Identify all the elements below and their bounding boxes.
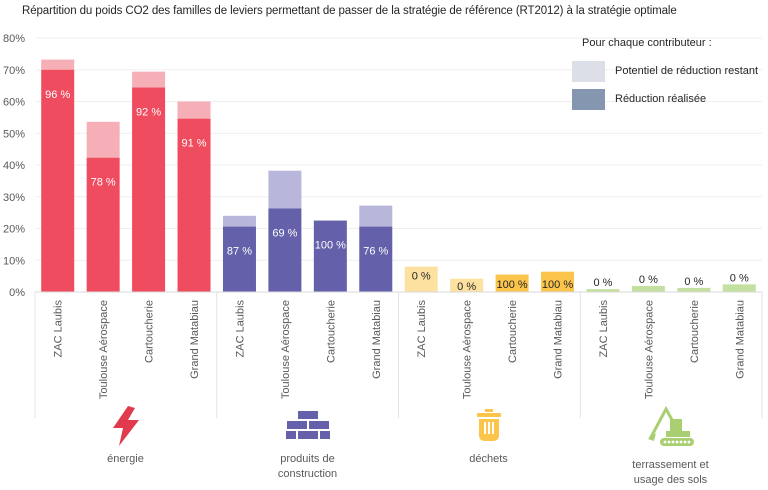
category-label: Toulouse Aérospace bbox=[98, 300, 110, 399]
x-axis: ZAC Laubis Toulouse Aérospace Cartoucherie… bbox=[34, 291, 763, 418]
data-label: 0 % bbox=[457, 281, 476, 293]
bar-realised bbox=[268, 208, 302, 292]
gridlines bbox=[35, 37, 762, 261]
bar-realised bbox=[177, 118, 211, 293]
group-footer-energie: énergie bbox=[35, 404, 216, 467]
y-tick-label: 50% bbox=[3, 128, 25, 140]
legend-item-realised: Réduction réalisée bbox=[572, 87, 758, 111]
legend-swatch-realised bbox=[572, 88, 605, 110]
category-label: Toulouse Aérospace bbox=[643, 300, 655, 399]
category-label: Toulouse Aérospace bbox=[462, 300, 474, 399]
data-label: 0 % bbox=[639, 274, 658, 286]
data-label: 78 % bbox=[91, 177, 116, 189]
category-label: Grand Matabiau bbox=[371, 300, 383, 379]
bar-realised bbox=[132, 87, 166, 292]
y-tick-label: 10% bbox=[3, 255, 25, 267]
y-axis-ticks: 0% 10% 20% 30% 40% 50% 60% 70% 80% bbox=[3, 33, 25, 299]
bar-remaining bbox=[450, 278, 484, 292]
data-label: 100 % bbox=[542, 279, 573, 291]
data-labels: 96 % 78 % 92 % 91 % 87 % 69 % 100 % 76 % 0 % 0 % 1… bbox=[45, 89, 749, 293]
category-label: ZAC Laubis bbox=[234, 300, 246, 358]
bars bbox=[41, 59, 756, 293]
category-label: Toulouse Aérospace bbox=[280, 300, 292, 399]
category-label: Grand Matabiau bbox=[734, 300, 746, 379]
group-footer-produits: produits de construction bbox=[217, 404, 398, 482]
category-label: Cartoucherie bbox=[325, 300, 337, 363]
bar-remaining bbox=[722, 284, 756, 292]
category-label: Cartoucherie bbox=[689, 300, 701, 363]
bar-remaining bbox=[41, 59, 75, 70]
group-label-dechets: déchets bbox=[469, 453, 508, 465]
bar-realised bbox=[359, 226, 393, 292]
trash-bin-icon bbox=[398, 404, 579, 448]
bar-remaining bbox=[222, 215, 256, 227]
y-tick-label: 20% bbox=[3, 224, 25, 236]
bar-remaining bbox=[631, 285, 665, 292]
group-footer-terrassement: terrassement et usage des sols bbox=[580, 404, 761, 488]
group-label-terrassement: terrassement et usage des sols bbox=[632, 459, 709, 486]
bar-remaining bbox=[359, 205, 393, 227]
data-label: 76 % bbox=[363, 246, 388, 258]
y-tick-label: 80% bbox=[3, 33, 25, 45]
data-label: 91 % bbox=[181, 138, 206, 150]
category-label: ZAC Laubis bbox=[416, 300, 428, 358]
data-label: 92 % bbox=[136, 107, 161, 119]
category-label: Grand Matabiau bbox=[189, 300, 201, 379]
bar-remaining bbox=[86, 121, 120, 158]
bar-realised bbox=[495, 274, 529, 292]
legend-item-remaining: Potentiel de réduction restant bbox=[572, 59, 758, 83]
bar-remaining bbox=[677, 287, 711, 292]
data-label: 0 % bbox=[684, 276, 703, 288]
data-label: 0 % bbox=[412, 271, 431, 283]
legend: Pour chaque contributeur : Potentiel de … bbox=[572, 37, 758, 115]
data-label: 0 % bbox=[730, 272, 749, 284]
lightning-icon bbox=[35, 404, 216, 448]
y-tick-label: 40% bbox=[3, 160, 25, 172]
y-tick-label: 60% bbox=[3, 97, 25, 109]
y-tick-label: 30% bbox=[3, 192, 25, 204]
data-label: 100 % bbox=[315, 240, 346, 252]
bricks-icon bbox=[217, 404, 398, 448]
bar-realised bbox=[313, 220, 347, 292]
category-label: ZAC Laubis bbox=[53, 300, 65, 358]
bar-remaining bbox=[404, 266, 438, 292]
data-label: 96 % bbox=[45, 89, 70, 101]
bar-remaining bbox=[132, 71, 166, 88]
bar-remaining bbox=[268, 170, 302, 209]
bar-realised bbox=[41, 69, 75, 292]
bar-remaining bbox=[177, 101, 211, 119]
category-label: ZAC Laubis bbox=[598, 300, 610, 358]
data-label: 100 % bbox=[496, 279, 527, 291]
bar-realised bbox=[541, 271, 575, 292]
group-footer-dechets: déchets bbox=[398, 404, 579, 467]
data-label: 0 % bbox=[593, 277, 612, 289]
bar-realised bbox=[86, 157, 120, 292]
excavator-icon bbox=[580, 404, 761, 448]
category-label: Cartoucherie bbox=[144, 300, 156, 363]
legend-swatch-remaining bbox=[572, 60, 605, 82]
group-label-energie: énergie bbox=[107, 453, 144, 465]
bar-remaining bbox=[586, 289, 620, 292]
bar-realised bbox=[222, 226, 256, 292]
category-label: Cartoucherie bbox=[507, 300, 519, 363]
y-tick-label: 0% bbox=[9, 287, 25, 299]
legend-label-realised: Réduction réalisée bbox=[615, 93, 707, 105]
legend-title: Pour chaque contributeur : bbox=[582, 37, 712, 49]
data-label: 87 % bbox=[227, 246, 252, 258]
legend-label-remaining: Potentiel de réduction restant bbox=[615, 65, 759, 77]
chart-title: Répartition du poids CO2 des familles de… bbox=[22, 5, 677, 17]
data-label: 69 % bbox=[272, 227, 297, 239]
y-tick-label: 70% bbox=[3, 65, 25, 77]
category-label: Grand Matabiau bbox=[553, 300, 565, 379]
group-label-produits: produits de construction bbox=[277, 453, 338, 480]
